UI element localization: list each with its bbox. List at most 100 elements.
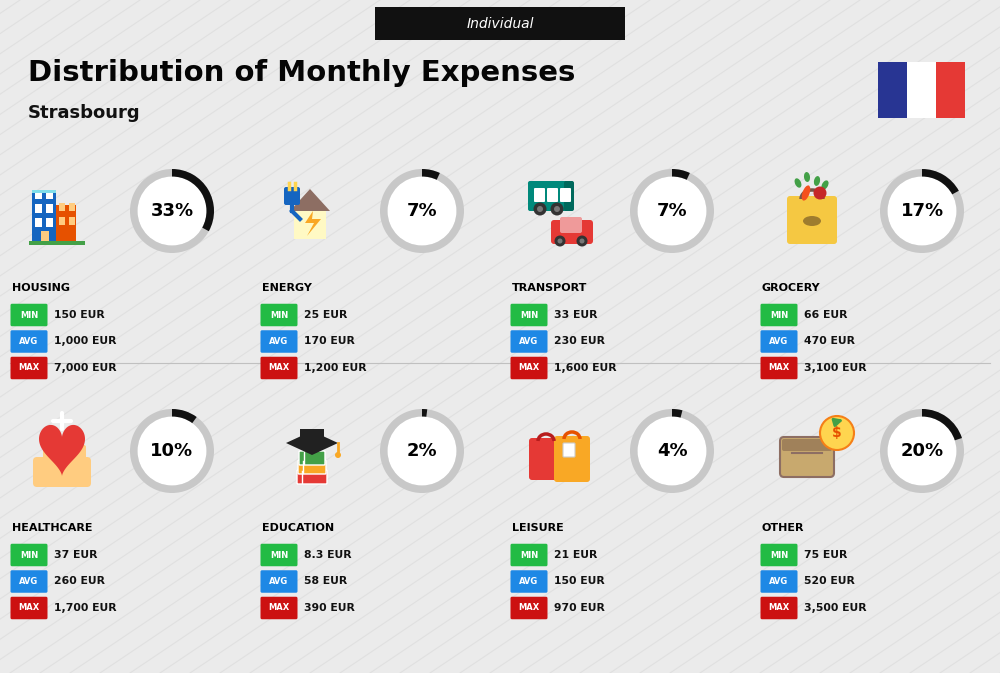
Text: 33%: 33% xyxy=(150,202,194,220)
FancyBboxPatch shape xyxy=(32,191,56,243)
Text: MAX: MAX xyxy=(518,363,540,372)
Text: 4%: 4% xyxy=(657,442,687,460)
Circle shape xyxy=(554,206,560,212)
Text: ENERGY: ENERGY xyxy=(262,283,312,293)
Circle shape xyxy=(550,203,564,215)
FancyBboxPatch shape xyxy=(65,445,76,467)
FancyBboxPatch shape xyxy=(787,196,837,244)
Text: AVG: AVG xyxy=(19,577,39,586)
Wedge shape xyxy=(922,409,962,440)
Text: 230 EUR: 230 EUR xyxy=(554,336,605,347)
Text: MIN: MIN xyxy=(520,551,538,559)
Text: 150 EUR: 150 EUR xyxy=(554,577,605,586)
Text: 20%: 20% xyxy=(900,442,944,460)
Text: 1,000 EUR: 1,000 EUR xyxy=(54,336,116,347)
Text: HEALTHCARE: HEALTHCARE xyxy=(12,523,92,533)
FancyBboxPatch shape xyxy=(878,62,965,118)
Polygon shape xyxy=(305,211,321,236)
Wedge shape xyxy=(380,169,464,253)
Text: MAX: MAX xyxy=(768,363,790,372)
FancyBboxPatch shape xyxy=(511,544,548,566)
FancyBboxPatch shape xyxy=(260,357,298,380)
Wedge shape xyxy=(630,409,714,493)
Circle shape xyxy=(388,417,456,485)
Circle shape xyxy=(638,176,706,246)
Text: OTHER: OTHER xyxy=(762,523,804,533)
Circle shape xyxy=(576,236,588,246)
FancyBboxPatch shape xyxy=(10,570,48,593)
Ellipse shape xyxy=(814,176,820,186)
Ellipse shape xyxy=(804,172,810,182)
Text: Strasbourg: Strasbourg xyxy=(28,104,141,122)
FancyBboxPatch shape xyxy=(511,330,548,353)
FancyBboxPatch shape xyxy=(10,597,48,619)
Text: AVG: AVG xyxy=(519,577,539,586)
Wedge shape xyxy=(130,409,214,493)
Text: MIN: MIN xyxy=(20,310,38,320)
FancyBboxPatch shape xyxy=(35,218,42,227)
Text: 66 EUR: 66 EUR xyxy=(804,310,847,320)
FancyBboxPatch shape xyxy=(260,330,298,353)
Wedge shape xyxy=(880,169,964,253)
FancyBboxPatch shape xyxy=(46,190,53,199)
Text: 58 EUR: 58 EUR xyxy=(304,577,347,586)
FancyBboxPatch shape xyxy=(551,220,593,244)
Ellipse shape xyxy=(803,216,821,226)
Text: TRANSPORT: TRANSPORT xyxy=(512,283,587,293)
FancyBboxPatch shape xyxy=(529,438,563,480)
Text: $: $ xyxy=(832,426,842,440)
FancyBboxPatch shape xyxy=(878,62,907,118)
Wedge shape xyxy=(922,169,959,194)
Circle shape xyxy=(888,176,957,246)
Text: AVG: AVG xyxy=(269,337,289,346)
Text: MIN: MIN xyxy=(270,310,288,320)
Text: AVG: AVG xyxy=(769,337,789,346)
FancyBboxPatch shape xyxy=(32,190,56,193)
Text: 1,600 EUR: 1,600 EUR xyxy=(554,363,617,373)
Text: AVG: AVG xyxy=(519,337,539,346)
Text: 7%: 7% xyxy=(407,202,437,220)
FancyBboxPatch shape xyxy=(260,304,298,326)
Text: 25 EUR: 25 EUR xyxy=(304,310,347,320)
FancyBboxPatch shape xyxy=(560,188,571,202)
Wedge shape xyxy=(380,409,464,493)
Text: MIN: MIN xyxy=(20,551,38,559)
FancyBboxPatch shape xyxy=(69,217,75,225)
Text: MAX: MAX xyxy=(268,363,290,372)
Circle shape xyxy=(534,203,546,215)
Text: 10%: 10% xyxy=(150,442,194,460)
Text: 3,100 EUR: 3,100 EUR xyxy=(804,363,867,373)
FancyBboxPatch shape xyxy=(56,205,76,243)
FancyBboxPatch shape xyxy=(564,181,574,211)
Text: EDUCATION: EDUCATION xyxy=(262,523,334,533)
Text: 33 EUR: 33 EUR xyxy=(554,310,598,320)
Text: MAX: MAX xyxy=(768,604,790,612)
Text: MIN: MIN xyxy=(270,551,288,559)
FancyBboxPatch shape xyxy=(563,443,575,457)
Text: 7%: 7% xyxy=(657,202,687,220)
FancyBboxPatch shape xyxy=(780,437,834,477)
FancyBboxPatch shape xyxy=(554,436,590,482)
Text: 75 EUR: 75 EUR xyxy=(804,550,847,560)
FancyBboxPatch shape xyxy=(511,597,548,619)
Text: 970 EUR: 970 EUR xyxy=(554,603,605,613)
Polygon shape xyxy=(39,425,85,476)
Wedge shape xyxy=(130,169,214,253)
Text: MAX: MAX xyxy=(268,604,290,612)
FancyBboxPatch shape xyxy=(75,445,86,467)
FancyBboxPatch shape xyxy=(782,439,832,451)
Circle shape xyxy=(138,176,207,246)
Text: AVG: AVG xyxy=(269,577,289,586)
Polygon shape xyxy=(286,431,338,455)
Circle shape xyxy=(138,417,207,485)
FancyBboxPatch shape xyxy=(761,597,798,619)
FancyBboxPatch shape xyxy=(54,445,65,467)
FancyBboxPatch shape xyxy=(761,357,798,380)
FancyBboxPatch shape xyxy=(46,218,53,227)
Text: MAX: MAX xyxy=(18,604,40,612)
FancyBboxPatch shape xyxy=(936,62,965,118)
FancyBboxPatch shape xyxy=(41,231,49,243)
Ellipse shape xyxy=(795,178,801,188)
FancyBboxPatch shape xyxy=(59,203,65,211)
FancyBboxPatch shape xyxy=(297,470,327,484)
